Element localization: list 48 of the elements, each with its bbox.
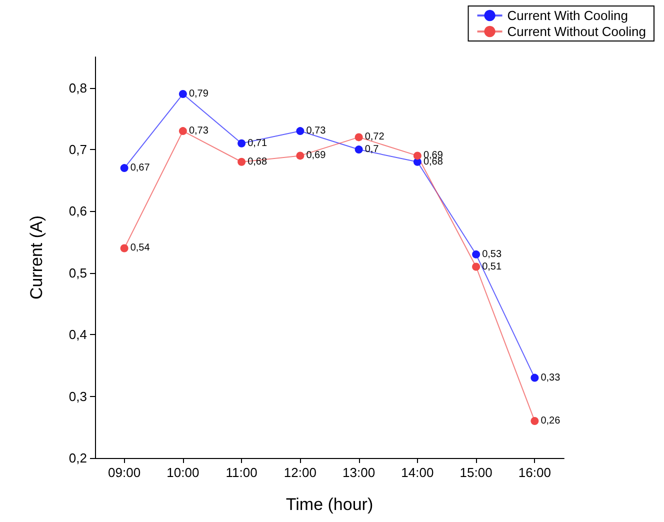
data-label: 0,33: [540, 372, 561, 384]
point: [296, 152, 304, 160]
point: [178, 90, 187, 98]
x-tick-label: 14:00: [401, 465, 434, 480]
point: [354, 133, 363, 142]
y-tick-label: 0,2: [68, 450, 87, 466]
point: [296, 127, 304, 136]
point: [238, 139, 246, 148]
point: [472, 262, 480, 271]
data-label: 0,51: [482, 261, 502, 272]
x-tick-label: 13:00: [342, 465, 376, 480]
point: [120, 164, 128, 172]
data-label: 0,79: [188, 88, 209, 100]
x-tick-label: 09:00: [108, 465, 141, 480]
point: [354, 146, 363, 154]
point: [238, 158, 246, 166]
x-tick-label: 15:00: [460, 465, 492, 480]
point: [413, 152, 422, 160]
x-tick-label: 11:00: [226, 465, 258, 480]
data-label: 0,53: [482, 248, 502, 260]
data-label: 0,68: [423, 156, 444, 168]
point: [472, 250, 480, 258]
data-label: 0,67: [130, 162, 150, 174]
point: [530, 374, 539, 382]
data-label: 0,73: [306, 126, 326, 137]
y-tick-label: 0,3: [68, 388, 87, 404]
point: [178, 127, 187, 136]
y-tick-label: 0,6: [68, 204, 87, 219]
y-tick-label: 0,5: [68, 265, 87, 280]
y-tick-label: 0,4: [68, 327, 87, 342]
data-label: 0,72: [364, 132, 385, 143]
y-tick-label: 0,8: [68, 80, 87, 96]
x-tick-label: 12:00: [284, 465, 316, 480]
x-axis-title: Time (hour): [286, 495, 374, 514]
legend-label: Current With Cooling: [507, 8, 628, 23]
legend-label: Current Without Cooling: [507, 24, 646, 39]
data-label: 0,71: [248, 138, 268, 149]
y-axis-title: Current (A): [27, 215, 46, 300]
x-tick-label: 10:00: [166, 465, 200, 480]
point: [530, 416, 539, 425]
data-label: 0,54: [130, 242, 150, 254]
data-label: 0,26: [540, 415, 561, 426]
point: [120, 244, 128, 252]
data-label: 0,73: [188, 126, 209, 137]
data-label: 0,69: [306, 150, 326, 162]
y-tick-label: 0,7: [68, 142, 87, 158]
x-tick-label: 16:00: [518, 465, 551, 480]
data-label: 0,68: [248, 156, 268, 168]
